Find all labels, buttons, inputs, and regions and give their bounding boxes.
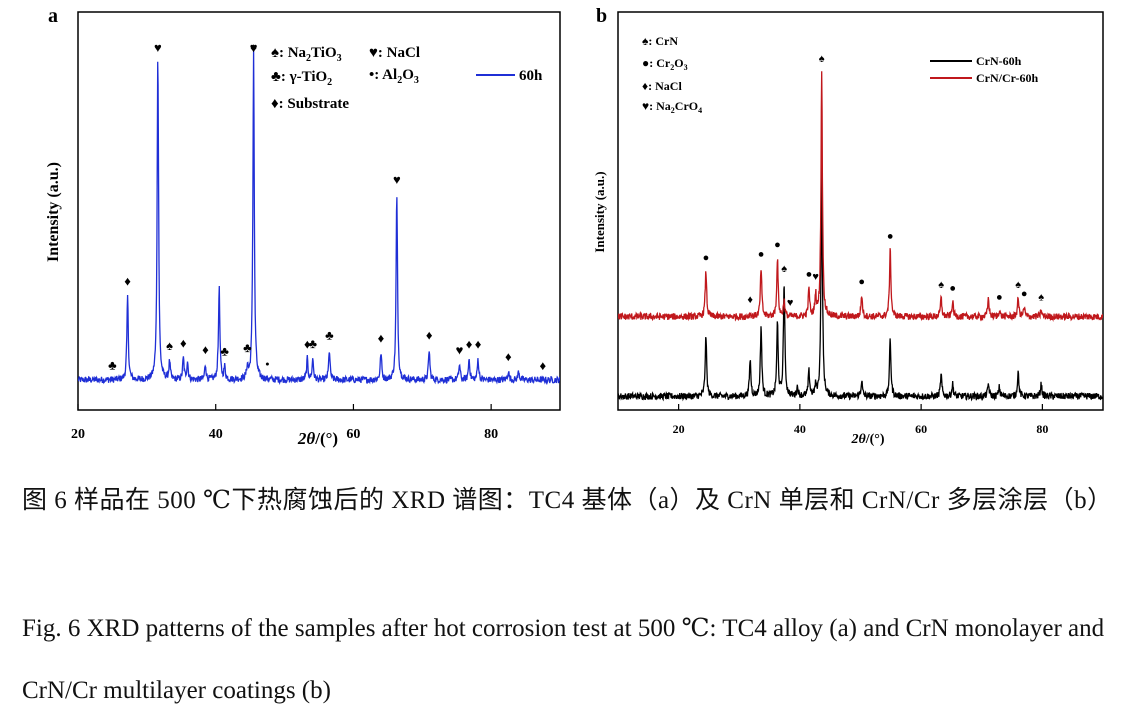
x-tick-label-a-3: 80 [484,427,498,442]
peak-marker-b-5: ♠ [781,263,787,275]
peak-marker-a-13: ♣ [309,336,318,351]
peak-marker-b-10: ● [887,230,894,242]
peak-marker-b-13: ● [996,291,1003,303]
legend-a-substrate: ♦: Substrate [271,96,349,112]
panel-a-x-axis-label: 2θ/(°) [297,429,338,448]
panel-b-x-ticks: 20 40 60 80 [673,404,1048,436]
panel-a-xlabel-theta: 2θ [297,429,316,448]
peak-marker-b-11: ♠ [938,279,944,291]
peak-marker-b-1: ● [703,252,710,264]
x-tick-label-b-1: 40 [794,422,806,436]
legend-a-series-label: 60h [519,68,543,84]
peak-marker-b-8: ♥ [812,271,819,283]
panel-b-plot-area: ♠● ●●♦♠♥● ♥ ●●♠ ●●♠● ♠ [618,53,1103,402]
panel-b-frame [617,11,1104,411]
peak-marker-a-12: ♦ [304,336,311,351]
panel-b: b ♠● ●●♦♠♥● ♥ ●●♠ ●●♠● ♠ 20 40 60 80 Intensity (… [592,5,1104,447]
peak-marker-b-16: ♠ [1038,292,1044,304]
legend-b-na2cro4: ♥: Na2CrO4 [642,99,702,115]
legend-b-nacl: ♦: NaCl [642,79,682,93]
peak-marker-a-4: ♠ [109,358,116,373]
caption-english: Fig. 6 XRD patterns of the samples after… [22,615,1105,704]
panel-a-legend: ♠: Na2TiO3 ♥: NaCl ♣: γ-TiO2 •: Al2O3 ♦:… [271,45,543,112]
legend-a-al2o3: •: Al2O3 [369,67,419,86]
x-tick-label-a-0: 20 [71,427,85,442]
peak-marker-a-19: ♦ [466,337,473,352]
peak-marker-a-2: ♦ [124,274,131,289]
peak-marker-a-22: ♦ [539,358,546,373]
x-tick-label-b-0: 20 [673,422,685,436]
panel-a: a ♥ ♦♦♣♠♠ ♦ ♦ ♣ ♣•♥♦♣♣ ♦♥♦♥ ♦ ♦♦♦ 20 40 60 80 Inten… [45,5,561,448]
peak-marker-a-18: ♥ [456,343,464,358]
peak-marker-b-3: ● [774,239,781,251]
panel-a-plot-area: ♥ ♦♦♣♠♠ ♦ ♦ ♣ ♣•♥♦♣♣ ♦♥♦♥ ♦ ♦♦♦ [78,40,560,386]
series-b-1 [618,71,1103,322]
legend-b-crn-60h: CrN-60h [976,54,1022,68]
peak-marker-a-10: • [265,357,270,372]
panel-b-letter: b [596,5,607,27]
legend-a-nacl: ♥: NaCl [369,45,420,61]
legend-b-crncr-60h: CrN/Cr-60h [976,71,1039,85]
legend-b-crn: ♠: CrN [642,34,678,48]
panel-b-xlabel-unit: /(°) [865,432,885,447]
xrd-figure: a ♥ ♦♦♣♠♠ ♦ ♦ ♣ ♣•♥♦♣♣ ♦♥♦♥ ♦ ♦♦♦ 20 40 60 80 Inten… [45,5,1104,448]
panel-a-letter: a [48,5,58,27]
panel-b-y-axis-label: Intensity (a.u.) [592,171,607,252]
peak-marker-b-0: ♠ [819,53,825,65]
legend-a-na2tio3: ♠: Na2TiO3 [271,45,342,64]
peak-marker-a-20: ♦ [475,337,482,352]
peak-marker-b-9: ● [858,276,865,288]
peak-marker-b-7: ● [806,269,813,281]
peak-marker-a-0: ♥ [154,40,162,55]
peak-marker-a-5: ♠ [166,338,173,353]
peak-marker-b-6: ♥ [787,297,794,309]
x-tick-label-a-1: 40 [209,427,223,442]
x-tick-label-a-2: 60 [346,427,360,442]
panel-a-y-axis-label: Intensity (a.u.) [45,162,62,262]
panel-a-x-ticks: 20 40 60 80 [71,404,498,442]
series-a-0 [78,49,560,386]
peak-marker-a-15: ♦ [378,330,385,345]
peak-marker-a-7: ♦ [202,342,209,357]
peak-marker-b-2: ● [758,249,765,261]
peak-marker-b-4: ♦ [747,294,753,306]
peak-marker-a-8: ♣ [220,343,229,358]
panel-b-xlabel-theta: 2θ [850,432,866,447]
peak-marker-b-15: ● [1021,288,1028,300]
legend-a-tio2: ♣: γ-TiO2 [271,69,332,88]
panel-b-legend: ♠: CrN ●: Cr2O3 ♦: NaCl ♥: Na2CrO4 CrN-6… [642,34,1039,115]
panel-a-frame [77,11,561,411]
peak-marker-a-14: ♣ [325,328,334,343]
peak-marker-a-9: ♣ [243,340,252,355]
peak-marker-a-16: ♥ [393,172,401,187]
panel-a-xlabel-unit: /(°) [314,429,338,448]
peak-marker-a-21: ♦ [505,349,512,364]
peak-marker-a-17: ♦ [426,328,433,343]
x-tick-label-b-2: 60 [915,422,927,436]
panel-b-x-axis-label: 2θ/(°) [850,432,884,447]
legend-b-cr2o3: ●: Cr2O3 [642,56,688,72]
peak-marker-b-14: ♠ [1015,279,1021,291]
peak-marker-b-12: ● [949,282,956,294]
peak-marker-a-6: ♦ [180,336,187,351]
caption-chinese: 图 6 样品在 500 ℃下热腐蚀后的 XRD 谱图：TC4 基体（a）及 Cr… [22,487,1113,514]
peak-marker-a-1: ♦ [250,40,257,55]
x-tick-label-b-3: 80 [1036,422,1048,436]
peak-marker-a-3: ♣ [108,358,117,373]
peak-marker-a-11: ♥ [250,40,258,55]
series-b-0 [618,164,1103,402]
